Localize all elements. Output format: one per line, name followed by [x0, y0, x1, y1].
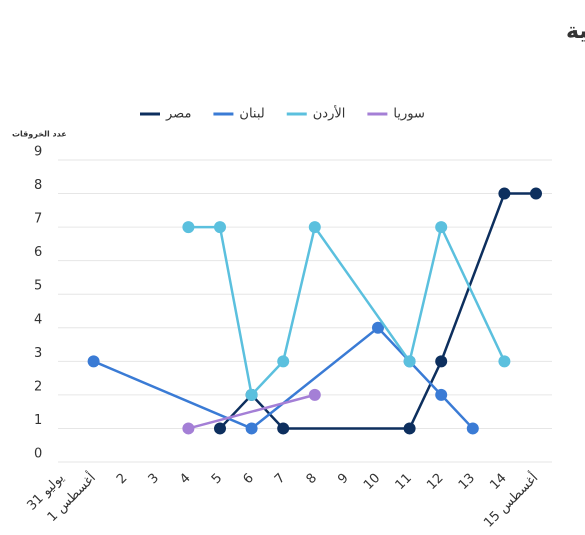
y-tick-label: 6 [34, 245, 42, 260]
y-tick-label: 3 [34, 346, 42, 361]
series-line [219, 192, 536, 430]
data-point [308, 221, 321, 234]
data-point [214, 221, 226, 234]
data-point [498, 187, 511, 200]
data-point [530, 187, 542, 200]
data-point [403, 355, 416, 368]
data-point [214, 422, 226, 435]
data-point [182, 422, 195, 435]
x-tick-label: 2 [114, 471, 130, 487]
data-point [372, 321, 384, 334]
x-tick-label: 3 [146, 471, 162, 487]
y-tick-label: 8 [34, 178, 42, 193]
y-axis-title: عدد الخروقات [12, 130, 67, 139]
legend-label: الأردن [313, 105, 346, 122]
chart-title: التسلسل الزمني للخروقات الجوية الإسرائيل… [566, 19, 585, 44]
data-point [87, 355, 100, 368]
legend-label: سوريا [393, 107, 424, 122]
x-tick-label: 10 [361, 471, 383, 493]
x-tick-label: 8 [304, 471, 320, 487]
data-point [498, 355, 511, 368]
x-tick-label: 11 [393, 471, 415, 493]
x-tick-label: 6 [240, 471, 256, 487]
y-tick-label: 0 [34, 447, 42, 462]
data-point [277, 422, 290, 435]
series-line [93, 326, 474, 430]
x-tick-label: 12 [424, 471, 446, 493]
data-point [435, 388, 448, 401]
data-point [308, 388, 321, 401]
series-line [188, 223, 506, 398]
x-tick-label: 5 [209, 471, 225, 487]
data-point [435, 355, 448, 368]
data-point [435, 221, 448, 234]
x-tick-label: 9 [335, 471, 351, 487]
x-tick-label: 14 [487, 471, 509, 493]
x-tick-label: 4 [177, 471, 193, 487]
x-tick-label: 15 أغسطس [480, 469, 541, 530]
y-tick-label: 7 [34, 212, 42, 227]
y-tick-label: 9 [34, 145, 42, 160]
y-tick-label: 2 [34, 379, 42, 394]
y-tick-label: 1 [34, 413, 42, 428]
data-point [245, 422, 258, 435]
series-line [188, 393, 316, 430]
data-point [277, 355, 290, 368]
legend-label: لبنان [239, 107, 264, 122]
data-point [182, 221, 195, 234]
data-point [245, 388, 258, 401]
y-tick-label: 5 [34, 279, 42, 294]
legend-label: مصر [165, 107, 191, 122]
data-point [403, 422, 416, 435]
y-tick-label: 4 [34, 312, 42, 327]
data-point [466, 422, 479, 435]
x-tick-label: 7 [272, 471, 288, 487]
x-tick-label: 13 [456, 471, 478, 493]
